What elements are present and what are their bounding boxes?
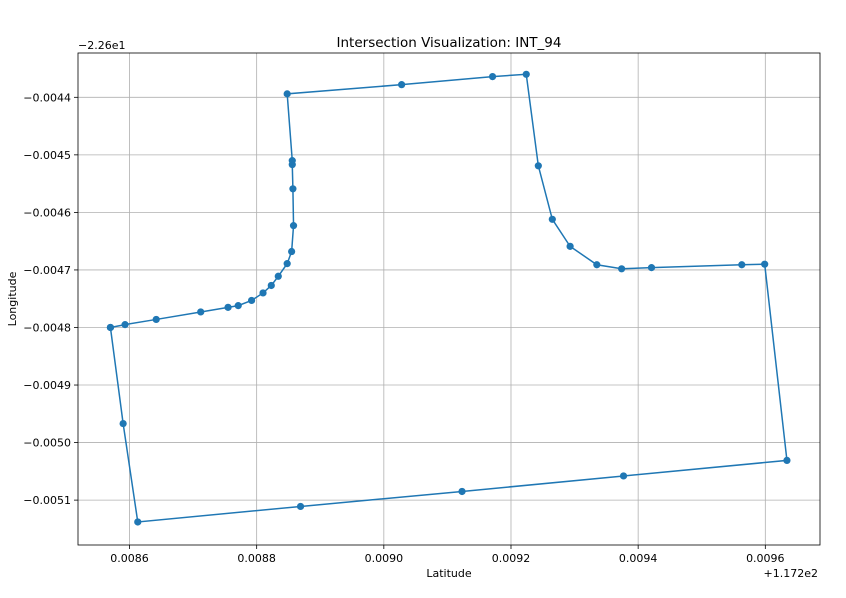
x-tick-label: 0.0096 bbox=[746, 552, 785, 565]
x-tick-label: 0.0094 bbox=[619, 552, 658, 565]
data-point bbox=[121, 321, 129, 329]
data-point bbox=[488, 72, 497, 81]
data-point bbox=[288, 157, 296, 165]
y-tick-label: −0.0044 bbox=[23, 91, 71, 104]
x-tick-label: 0.0088 bbox=[237, 552, 276, 565]
data-point bbox=[197, 308, 205, 316]
grid bbox=[78, 53, 820, 545]
x-tick-label: 0.0092 bbox=[492, 552, 531, 565]
data-point bbox=[619, 472, 628, 480]
y-tick-label: −0.0045 bbox=[23, 149, 71, 162]
data-point bbox=[458, 487, 466, 496]
data-point bbox=[534, 162, 542, 170]
x-axis-label: Latitude bbox=[426, 567, 472, 580]
data-point bbox=[152, 315, 160, 324]
data-point bbox=[398, 81, 406, 89]
data-point bbox=[738, 261, 746, 269]
y-tick-label: −0.0049 bbox=[23, 379, 71, 392]
ticks: 0.0086 0.0088 0.0090 0.0092 0.0094 0.0096 −0.0… bbox=[23, 91, 784, 565]
y-tick-label: −0.0051 bbox=[23, 494, 71, 507]
y-tick-label: −0.0048 bbox=[23, 321, 71, 334]
data-point bbox=[283, 260, 291, 268]
data-point bbox=[289, 222, 298, 230]
x-tick-label: 0.0086 bbox=[110, 552, 149, 565]
data-point bbox=[761, 260, 769, 268]
x-tick-label: 0.0090 bbox=[365, 552, 404, 565]
data-point bbox=[247, 296, 256, 305]
data-point bbox=[618, 265, 626, 273]
plot-frame bbox=[77, 52, 821, 546]
y-tick-label: −0.0050 bbox=[23, 437, 71, 450]
data-point bbox=[234, 302, 242, 310]
data-point bbox=[224, 303, 232, 311]
y-axis-offset-label: −2.26e1 bbox=[78, 39, 125, 52]
data-point bbox=[566, 242, 574, 250]
data-point bbox=[134, 518, 142, 526]
data-point bbox=[274, 272, 282, 280]
data-point bbox=[106, 323, 115, 332]
x-axis-offset-label: +1.172e2 bbox=[764, 567, 818, 580]
data-point bbox=[647, 264, 656, 272]
chart-title: Intersection Visualization: INT_94 bbox=[337, 35, 562, 51]
y-axis-label: Longitude bbox=[6, 271, 19, 326]
data-point bbox=[283, 90, 291, 98]
data-point bbox=[289, 185, 297, 193]
data-point bbox=[593, 261, 601, 269]
data-point bbox=[267, 281, 275, 290]
data-point bbox=[259, 289, 267, 297]
series-layer bbox=[106, 70, 791, 526]
data-point bbox=[119, 419, 127, 428]
data-point bbox=[783, 456, 791, 465]
y-tick-label: −0.0046 bbox=[23, 206, 71, 219]
data-point bbox=[296, 502, 305, 511]
data-point bbox=[548, 215, 556, 223]
data-point bbox=[288, 247, 296, 256]
y-tick-label: −0.0047 bbox=[23, 264, 71, 277]
data-point bbox=[522, 70, 530, 78]
